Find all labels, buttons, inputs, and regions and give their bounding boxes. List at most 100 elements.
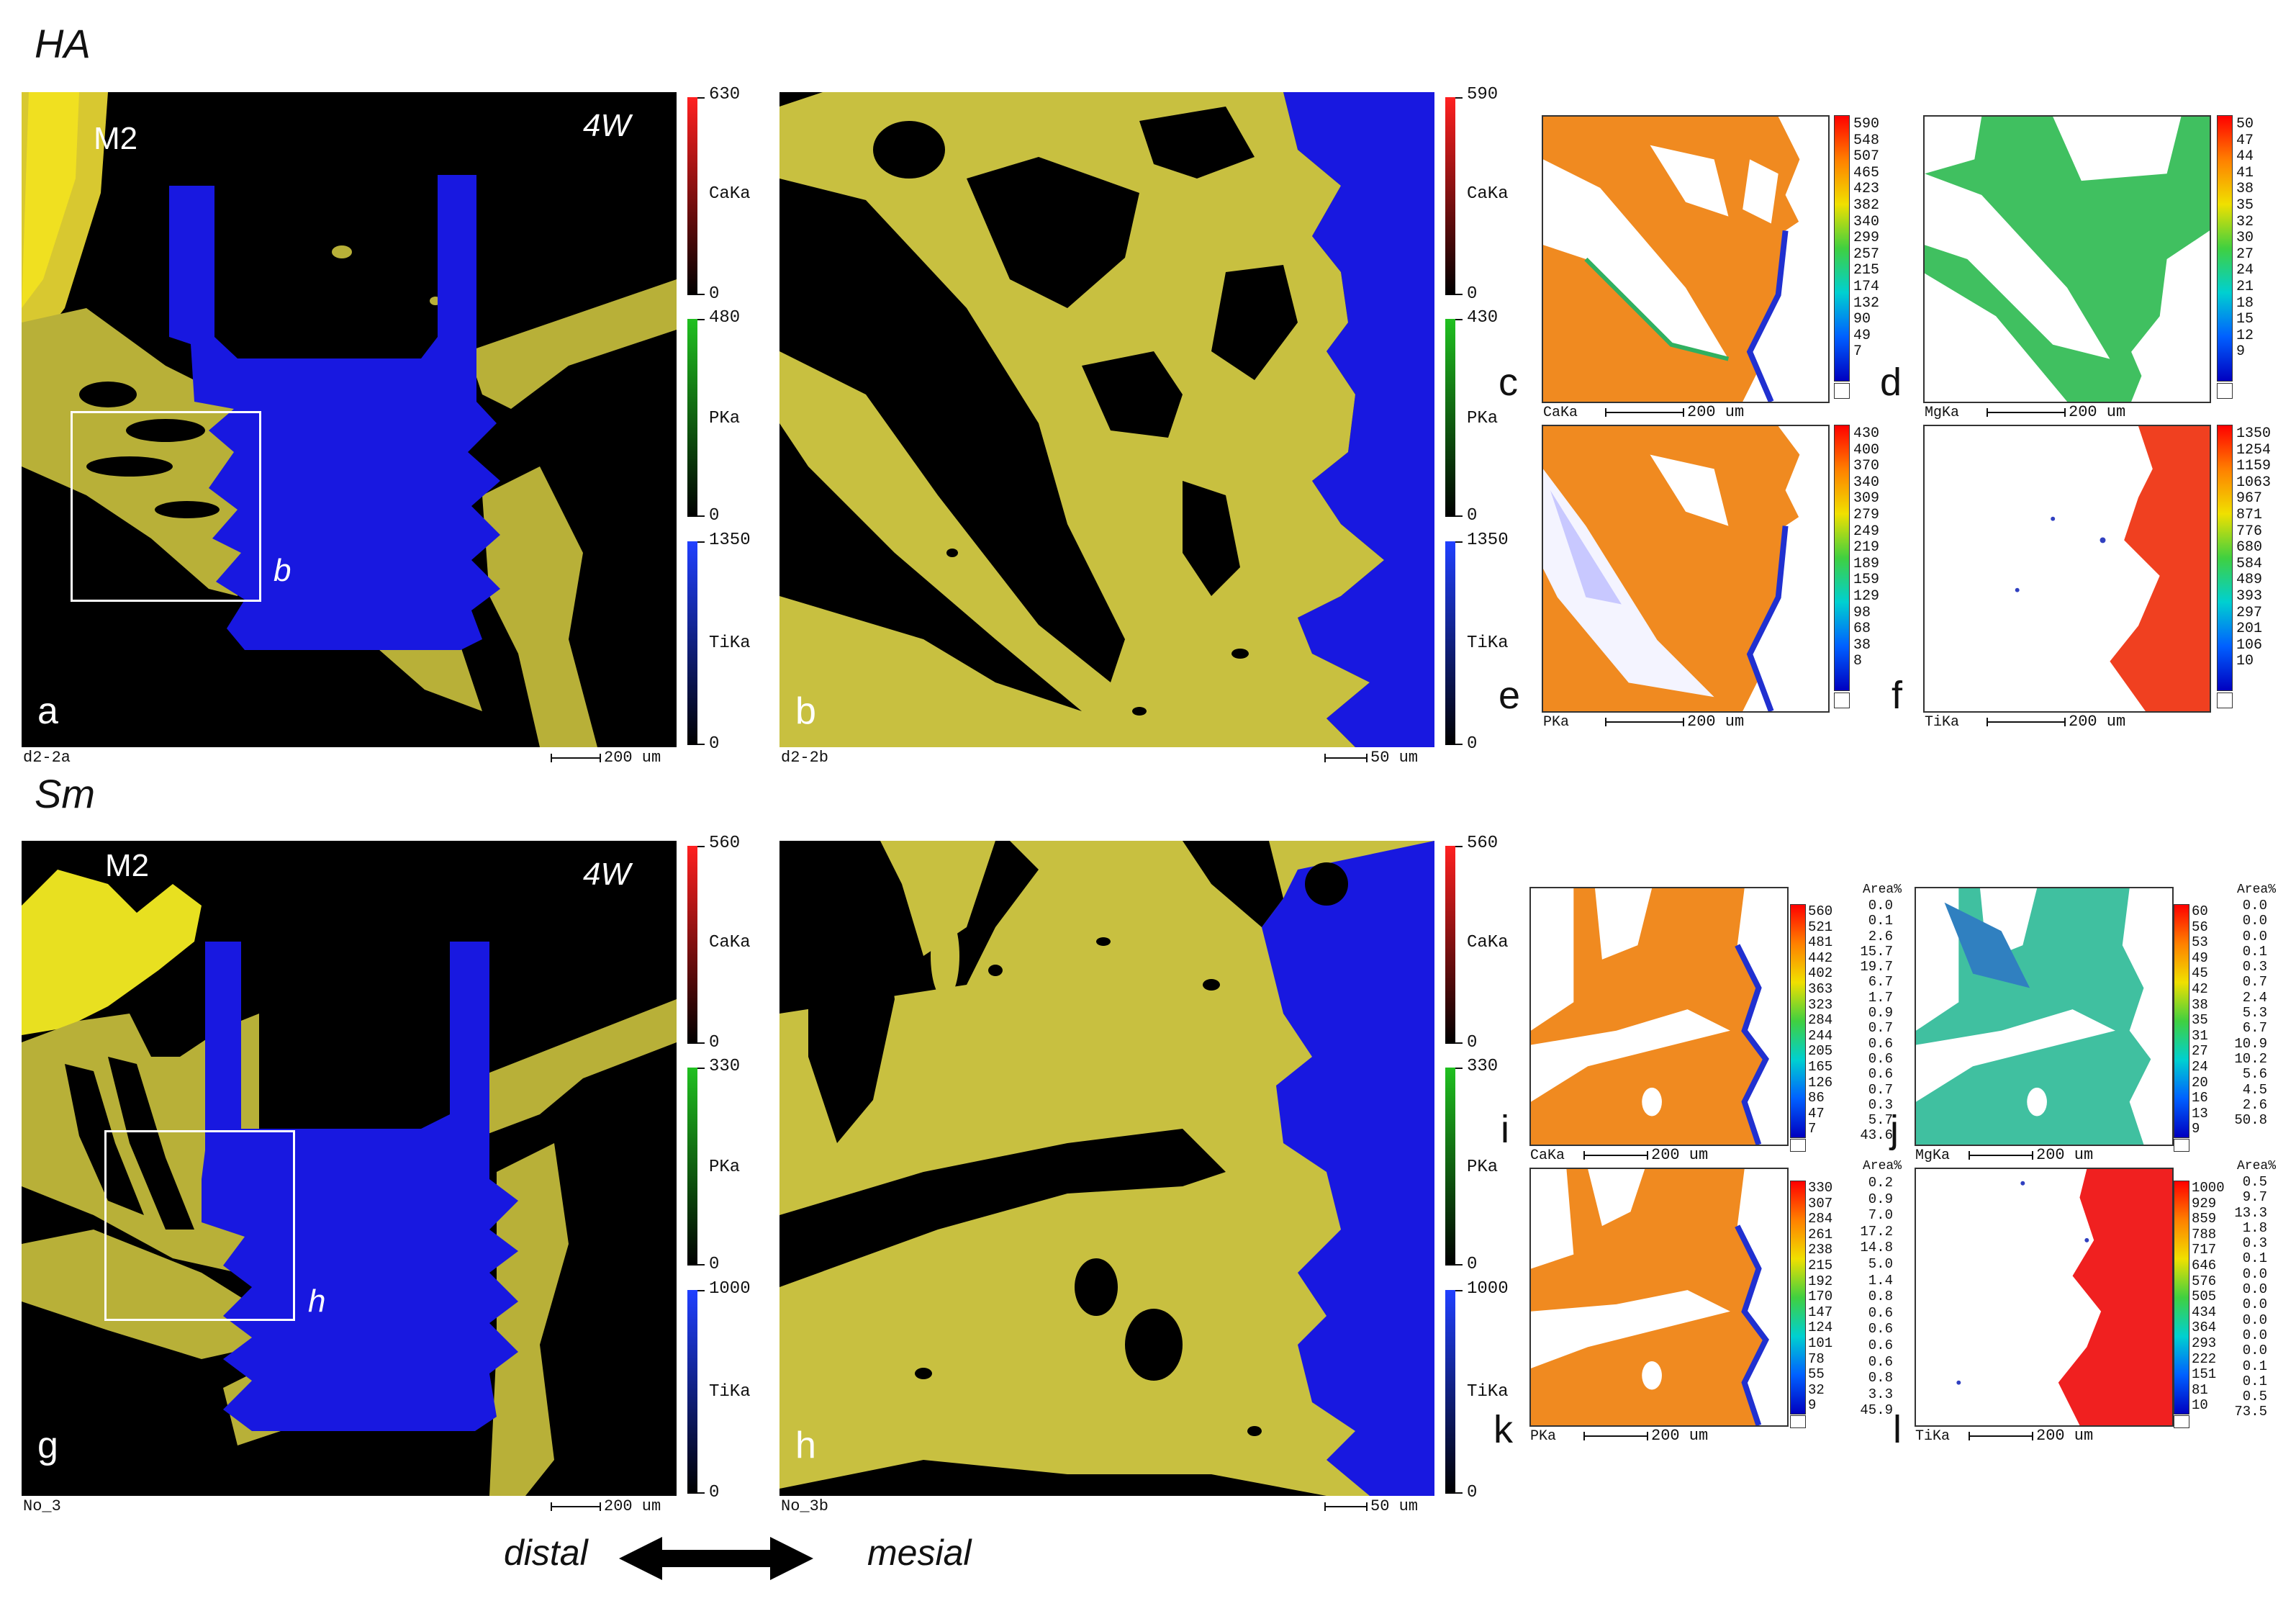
tooth-label-m2-g: M2 [105, 848, 150, 883]
colorbar-h-tika-label: TiKa [1467, 1382, 1509, 1402]
colorbar-g-tika-min: 0 [709, 1483, 720, 1502]
elemental-map-c [1542, 115, 1830, 403]
map-k-area: 0.2 0.9 7.0 17.2 14.8 5.0 1.4 0.8 0.6 0.… [1860, 1175, 1893, 1419]
colorbar-g-caka-min: 0 [709, 1033, 720, 1052]
map-d-scalebar: 200 um [1987, 403, 2125, 421]
map-d-element: MgKa [1925, 405, 1960, 421]
colorbar-a-pka-max: 480 [709, 308, 741, 328]
panel-a-scale-text: 200 um [604, 749, 661, 767]
map-f-values: 1350 1254 1159 1063 967 871 776 680 584 … [2236, 425, 2272, 670]
elemental-map-f [1923, 425, 2211, 713]
panel-b-image [779, 92, 1434, 747]
direction-distal: distal [504, 1533, 588, 1573]
colorbar-b-tika-min: 0 [1467, 734, 1478, 754]
map-l-values: 1000 929 859 788 717 646 576 505 434 364… [2192, 1180, 2225, 1414]
panel-letter-b: b [795, 690, 816, 732]
map-f-scale-text: 200 um [2069, 713, 2126, 731]
panel-a-scalebar: 200 um [551, 749, 661, 767]
colorbar-g-caka-label: CaKa [709, 933, 751, 952]
tooth-label-m2: M2 [94, 121, 138, 156]
map-d-blank [2217, 383, 2233, 399]
map-d-colorscale [2217, 115, 2233, 382]
colorbar-h-caka-min: 0 [1467, 1033, 1478, 1052]
panel-g-scale-text: 200 um [604, 1497, 661, 1515]
map-letter-i: i [1501, 1108, 1509, 1151]
map-letter-f: f [1892, 674, 1903, 717]
map-i-element: CaKa [1530, 1147, 1565, 1164]
panel-letter-h: h [795, 1425, 816, 1466]
sem-panel-a: M2 4W b a [22, 92, 677, 747]
roi-box-b [71, 411, 261, 602]
panel-g-scalebar: 200 um [551, 1497, 661, 1515]
map-i-colorscale [1790, 904, 1806, 1138]
colorbar-g-caka [687, 846, 697, 1044]
elemental-map-e [1542, 425, 1830, 713]
colorbar-g-tika-max: 1000 [709, 1279, 751, 1299]
map-j-area: 0.0 0.0 0.0 0.1 0.3 0.7 2.4 5.3 6.7 10.9… [2234, 898, 2267, 1129]
map-k-colorscale [1790, 1181, 1806, 1415]
map-i-area-header: Area% [1863, 883, 1902, 897]
panel-h-scale-text: 50 um [1370, 1497, 1419, 1515]
map-k-element: PKa [1530, 1428, 1557, 1445]
colorbar-a-pka-label: PKa [709, 409, 741, 428]
panel-g-caption: No_3 [23, 1497, 61, 1515]
map-j-scalebar: 200 um [1969, 1146, 2093, 1164]
map-d-values: 50 47 44 41 38 35 32 30 27 24 21 18 15 1… [2236, 116, 2254, 361]
time-tag-4w-g: 4W [583, 857, 631, 892]
map-c-colorscale [1834, 115, 1850, 382]
panel-b-scalebar: 50 um [1324, 749, 1418, 767]
colorbar-h-pka-max: 330 [1467, 1057, 1499, 1076]
colorbar-g-pka [687, 1068, 697, 1266]
colorbar-b-tika [1445, 541, 1455, 745]
colorbar-h-tika [1445, 1290, 1455, 1494]
colorbar-b-tika-max: 1350 [1467, 531, 1509, 550]
map-letter-d: d [1880, 361, 1902, 404]
colorbar-a-tika [687, 541, 697, 745]
colorbar-h-pka [1445, 1068, 1455, 1266]
map-k-blank [1790, 1415, 1806, 1428]
map-j-element: MgKa [1915, 1147, 1951, 1164]
elemental-map-i [1529, 887, 1789, 1146]
roi-box-h [104, 1130, 295, 1321]
map-c-element: CaKa [1543, 405, 1578, 421]
sem-panel-b: b [779, 92, 1434, 747]
direction-mesial: mesial [867, 1533, 972, 1573]
map-c-scale-text: 200 um [1687, 403, 1745, 421]
colorbar-g-caka-max: 560 [709, 834, 741, 853]
colorbar-g-tika-label: TiKa [709, 1382, 751, 1402]
colorbar-g-pka-min: 0 [709, 1255, 720, 1274]
map-f-blank [2217, 693, 2233, 708]
map-k-area-header: Area% [1863, 1159, 1902, 1173]
elemental-map-j [1915, 887, 2174, 1146]
map-i-scalebar: 200 um [1583, 1146, 1708, 1164]
map-k-values: 330 307 284 261 238 215 192 170 147 124 … [1808, 1180, 1833, 1414]
map-k-scalebar: 200 um [1583, 1427, 1708, 1445]
colorbar-a-caka [687, 97, 697, 295]
map-letter-k: k [1493, 1408, 1513, 1451]
map-l-element: TiKa [1915, 1428, 1951, 1445]
elemental-map-k [1529, 1168, 1789, 1427]
map-j-values: 60 56 53 49 45 42 38 35 31 27 24 20 16 1… [2192, 903, 2208, 1137]
map-c-blank [1834, 383, 1850, 399]
panel-a-image [22, 92, 677, 747]
colorbar-h-caka-max: 560 [1467, 834, 1499, 853]
colorbar-g-pka-max: 330 [709, 1057, 741, 1076]
map-letter-j: j [1890, 1108, 1899, 1151]
sem-panel-g: M2 4W h g [22, 841, 677, 1496]
colorbar-a-caka-label: CaKa [709, 184, 751, 204]
colorbar-a-pka [687, 319, 697, 517]
map-j-area-header: Area% [2237, 883, 2277, 897]
map-c-scalebar: 200 um [1605, 403, 1744, 421]
map-l-area-header: Area% [2237, 1159, 2277, 1173]
map-i-values: 560 521 481 442 402 363 323 284 244 205 … [1808, 903, 1833, 1137]
panel-h-caption: No_3b [781, 1497, 829, 1515]
map-c-values: 590 548 507 465 423 382 340 299 257 215 … [1853, 116, 1880, 361]
map-f-scalebar: 200 um [1987, 713, 2125, 731]
colorbar-a-caka-min: 0 [709, 284, 720, 304]
colorbar-h-pka-label: PKa [1467, 1158, 1499, 1177]
panel-letter-g: g [37, 1425, 58, 1466]
elemental-map-d [1923, 115, 2211, 403]
map-l-area: 0.5 9.7 13.3 1.8 0.3 0.1 0.0 0.0 0.0 0.0… [2234, 1174, 2267, 1420]
map-e-scalebar: 200 um [1605, 713, 1744, 731]
map-i-scale-text: 200 um [1651, 1146, 1709, 1164]
